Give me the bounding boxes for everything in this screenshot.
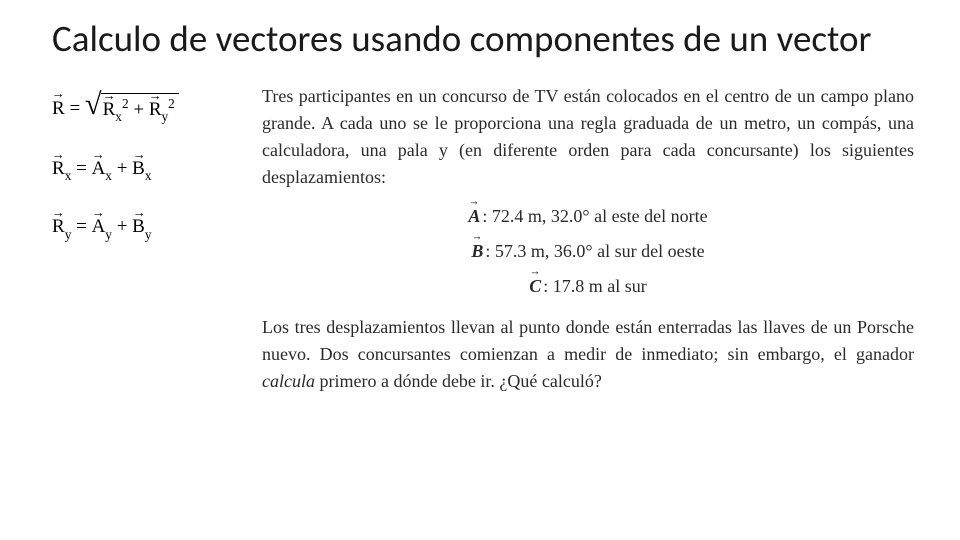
sub-x3: x (105, 168, 112, 183)
vector-label-b: B (471, 238, 483, 265)
vector-label-a: A (468, 203, 480, 230)
vector-Bx: B (132, 158, 145, 180)
vector-Ax: A (92, 158, 106, 180)
problem-para-1: Tres participantes en un concurso de TV … (262, 83, 914, 191)
para2-em: calcula (262, 371, 315, 391)
sub-y2: y (65, 227, 72, 242)
vector-line-c: C: 17.8 m al sur (262, 273, 914, 300)
slide-title: Calculo de vectores usando componentes d… (52, 18, 920, 61)
vector-Ry: R (149, 99, 162, 121)
vector-Ay: A (92, 216, 106, 238)
plus-sign: + (129, 99, 149, 120)
vector-By: B (132, 216, 145, 238)
sub-y4: y (145, 227, 152, 242)
equals-sign: = (65, 98, 85, 119)
equals-sign-3: = (71, 216, 91, 237)
equals-sign-2: = (71, 158, 91, 179)
sub-x4: x (145, 168, 152, 183)
sqrt-expr: √Rx2 + Ry2 (85, 93, 179, 124)
vector-Rx-lhs: R (52, 158, 65, 180)
plus-sign-3: + (112, 216, 132, 237)
sub-x: x (115, 109, 122, 124)
vector-text-c: : 17.8 m al sur (543, 276, 647, 296)
formulas-column: R = √Rx2 + Ry2 Rx = Ax + Bx Ry = Ay + By (52, 83, 242, 405)
plus-sign-2: + (112, 158, 132, 179)
sup-2b: 2 (168, 96, 175, 111)
vectors-list: A: 72.4 m, 32.0° al este del norte B: 57… (262, 203, 914, 300)
problem-para-2: Los tres desplazamientos llevan al punto… (262, 314, 914, 395)
vector-text-b: : 57.3 m, 36.0° al sur del oeste (485, 241, 704, 261)
formula-r-magnitude: R = √Rx2 + Ry2 (52, 93, 242, 124)
problem-text: Tres participantes en un concurso de TV … (262, 83, 920, 405)
vector-Rx: R (103, 99, 116, 121)
sub-y3: y (105, 227, 112, 242)
vector-label-c: C (529, 273, 541, 300)
vector-line-a: A: 72.4 m, 32.0° al este del norte (262, 203, 914, 230)
content-row: R = √Rx2 + Ry2 Rx = Ax + Bx Ry = Ay + By… (52, 83, 920, 405)
sup-2: 2 (122, 96, 129, 111)
slide-container: Calculo de vectores usando componentes d… (0, 0, 960, 425)
para2-a: Los tres desplazamientos llevan al punto… (262, 317, 914, 364)
vector-text-a: : 72.4 m, 32.0° al este del norte (482, 206, 707, 226)
vector-Ry-lhs: R (52, 216, 65, 238)
sub-x2: x (65, 168, 72, 183)
vector-R: R (52, 98, 65, 120)
vector-line-b: B: 57.3 m, 36.0° al sur del oeste (262, 238, 914, 265)
sqrt-body: Rx2 + Ry2 (101, 93, 179, 124)
para2-b: primero a dónde debe ir. ¿Qué calculó? (315, 371, 602, 391)
formula-ry: Ry = Ay + By (52, 216, 242, 241)
sqrt-symbol: √ (85, 93, 102, 116)
sub-y: y (162, 109, 169, 124)
formula-rx: Rx = Ax + Bx (52, 158, 242, 183)
